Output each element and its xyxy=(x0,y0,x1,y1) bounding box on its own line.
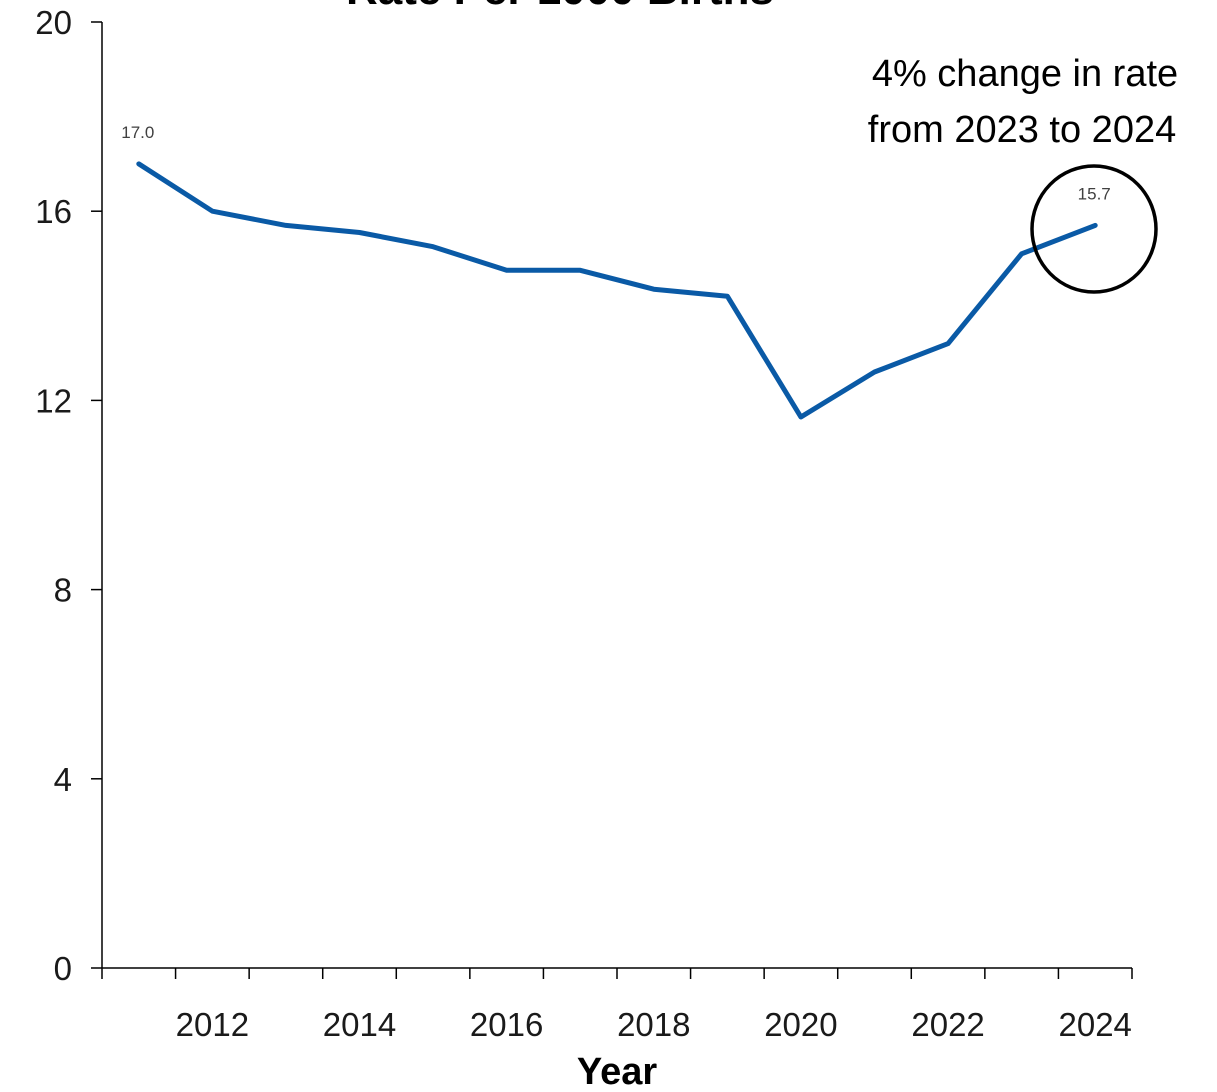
x-tick-label: 2014 xyxy=(323,1006,396,1043)
y-tick-label: 8 xyxy=(54,572,72,609)
x-axis: 2012 2014 2016 2018 2020 2022 2024 xyxy=(101,967,1133,1043)
y-tick-label: 4 xyxy=(54,761,72,798)
x-tick-label: 2020 xyxy=(764,1006,837,1043)
series-line xyxy=(136,161,1098,420)
x-tick-label: 2018 xyxy=(617,1006,690,1043)
series-layer xyxy=(136,161,1098,420)
y-tick-label: 16 xyxy=(35,193,72,230)
annotation-line-2: from 2023 to 2024 xyxy=(868,109,1176,151)
chart-title: Rate Per 1000 Births xyxy=(346,0,774,14)
x-tick-label: 2016 xyxy=(470,1006,543,1043)
y-tick-label: 12 xyxy=(35,382,72,419)
x-tick-label: 2022 xyxy=(911,1006,984,1043)
data-label: 15.7 xyxy=(1078,184,1111,203)
y-axis: 0 4 8 12 16 20 xyxy=(35,4,103,987)
annotation: 4% change in rate from 2023 to 2024 xyxy=(868,53,1178,151)
x-axis-title: Year xyxy=(577,1051,658,1092)
data-label: 17.0 xyxy=(121,123,154,142)
highlight-circle xyxy=(1030,164,1158,294)
x-tick-label: 2024 xyxy=(1059,1006,1132,1043)
x-tick-label: 2012 xyxy=(176,1006,249,1043)
annotation-line-1: 4% change in rate xyxy=(872,53,1178,95)
y-tick-label: 0 xyxy=(54,950,72,987)
y-tick-label: 20 xyxy=(35,4,72,41)
data-labels: 17.0 15.7 xyxy=(121,123,1111,203)
